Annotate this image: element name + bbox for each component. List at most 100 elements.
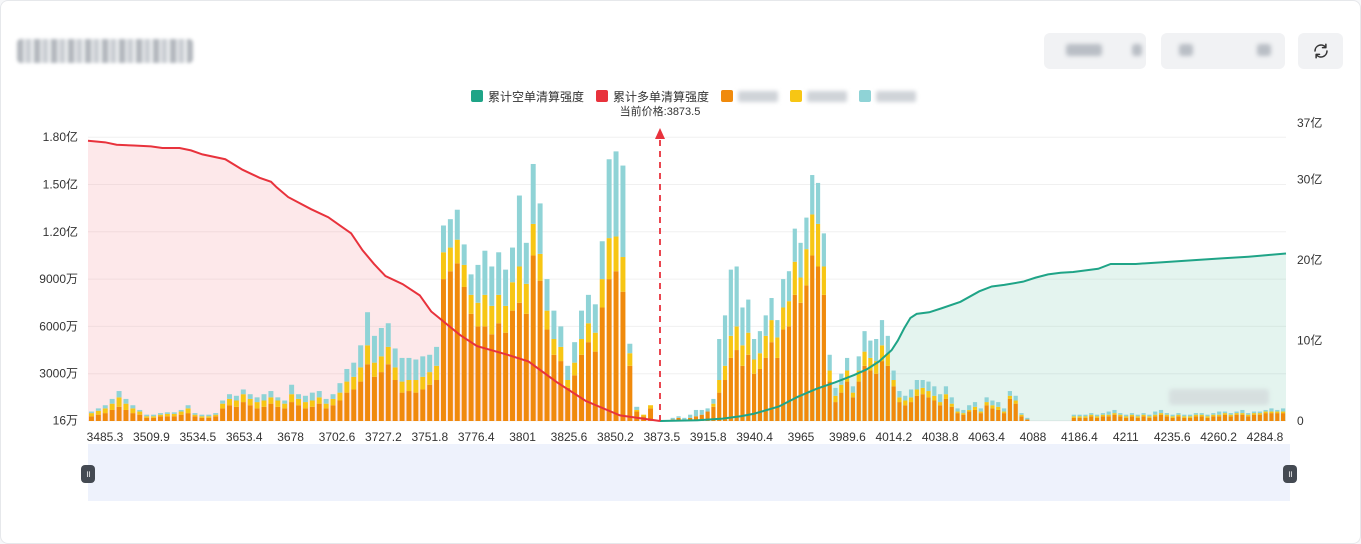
right-bar-87-seg-2 [1170, 414, 1175, 417]
right-bar-56-seg-2 [990, 400, 995, 406]
legend-series-3[interactable] [721, 90, 779, 102]
right-bar-75-seg-2 [1100, 413, 1105, 415]
right-bar-86-seg-1 [1164, 414, 1169, 417]
legend-series-5[interactable] [859, 90, 917, 102]
legend-short[interactable]: 累计空单清算强度 [471, 88, 584, 105]
left-bar-55-seg-1 [468, 294, 474, 314]
right-bar-11-seg-2 [728, 269, 733, 336]
right-bar-39-seg-0 [891, 386, 896, 421]
left-bar-73-seg-0 [592, 351, 598, 421]
left-bar-7-seg-0 [137, 414, 143, 421]
right-bar-96-seg-0 [1222, 414, 1228, 421]
left-bar-39-seg-1 [358, 367, 364, 382]
x-tick: 3678 [277, 430, 304, 441]
right-bar-28-seg-2 [827, 354, 832, 371]
right-bar-14-seg-1 [746, 332, 751, 355]
left-bar-79-seg-2 [634, 406, 640, 410]
right-bar-18-seg-0 [769, 342, 774, 421]
right-bar-80-seg-0 [1129, 416, 1135, 421]
right-bar-92-seg-0 [1199, 416, 1204, 421]
right-bar-29-seg-0 [833, 402, 838, 421]
left-bar-81-seg-0 [648, 408, 654, 421]
x-tick: 4038.8 [922, 430, 959, 441]
right-bar-102-seg-1 [1257, 413, 1262, 415]
right-bar-80-seg-1 [1129, 414, 1135, 417]
right-bar-6-seg-0 [699, 414, 704, 421]
left-bar-23-seg-0 [247, 405, 253, 421]
long-area [88, 140, 660, 421]
zoom-handle-left[interactable]: ॥ [81, 465, 95, 483]
right-bar-39-seg-1 [891, 380, 896, 387]
right-bar-94-seg-2 [1211, 413, 1216, 415]
left-bar-56-seg-2 [475, 264, 481, 303]
left-bar-60-seg-2 [503, 269, 509, 306]
right-bar-62-seg-2 [1025, 417, 1030, 420]
left-bar-40-seg-2 [365, 312, 371, 346]
right-bar-52-seg-1 [967, 409, 972, 412]
left-bar-69-seg-0 [565, 387, 571, 421]
right-bar-16-seg-1 [757, 353, 763, 369]
left-bar-8-seg-0 [144, 417, 150, 421]
zoom-slider[interactable] [88, 444, 1290, 501]
left-bar-81-seg-1 [648, 405, 654, 409]
y-left-tick: 1.80亿 [43, 129, 78, 144]
right-bar-15-seg-1 [752, 359, 757, 374]
left-bar-46-seg-2 [406, 357, 412, 380]
left-bar-27-seg-2 [275, 397, 281, 401]
left-bar-3-seg-2 [109, 398, 115, 404]
left-bar-31-seg-0 [302, 408, 308, 421]
right-bar-17-seg-2 [763, 315, 768, 336]
right-bar-13-seg-0 [740, 365, 745, 421]
zoom-handle-right[interactable]: ॥ [1283, 465, 1297, 483]
left-bar-6-seg-2 [130, 405, 136, 409]
right-bar-16-seg-2 [757, 331, 763, 354]
x-tick: 3727.2 [365, 430, 402, 441]
right-bar-6-seg-2 [699, 409, 704, 415]
symbol-select[interactable] [1044, 33, 1146, 69]
right-bar-27-seg-0 [821, 294, 826, 421]
legend-short-label: 累计空单清算强度 [488, 89, 585, 104]
right-bar-38-seg-2 [885, 335, 890, 354]
legend-long[interactable]: 累计多单清算强度 [596, 88, 709, 105]
left-bar-59-seg-2 [496, 252, 502, 295]
x-tick: 3776.4 [458, 430, 495, 441]
left-bar-69-seg-1 [565, 380, 571, 388]
right-bar-47-seg-1 [938, 402, 943, 406]
right-bar-42-seg-0 [908, 402, 914, 421]
right-bar-39-seg-2 [891, 370, 896, 380]
right-bar-47-seg-2 [938, 394, 943, 403]
left-bar-62-seg-2 [516, 195, 522, 267]
left-bar-24-seg-1 [254, 402, 260, 409]
left-bar-7-seg-1 [137, 411, 143, 415]
right-bar-96-seg-2 [1222, 411, 1228, 414]
left-bar-50-seg-1 [434, 365, 440, 380]
y-right-tick: 30亿 [1297, 171, 1322, 186]
left-bar-25-seg-1 [261, 400, 267, 407]
legend-series-4[interactable] [790, 90, 848, 102]
right-bar-88-seg-2 [1176, 413, 1181, 415]
left-bar-27-seg-1 [275, 400, 281, 407]
right-bar-94-seg-0 [1211, 416, 1216, 421]
right-bar-72-seg-0 [1083, 417, 1088, 421]
right-bar-14-seg-0 [746, 354, 751, 421]
left-bar-48-seg-1 [420, 376, 426, 390]
y-left-tick: 16万 [53, 414, 78, 428]
right-bar-54-seg-0 [978, 413, 983, 421]
right-bar-54-seg-2 [978, 408, 983, 412]
right-bar-76-seg-1 [1106, 414, 1111, 417]
left-bar-47-seg-0 [413, 392, 419, 421]
range-select[interactable] [1161, 33, 1285, 69]
right-bar-1-seg-2 [670, 417, 675, 420]
left-bar-1-seg-0 [95, 414, 101, 421]
left-bar-43-seg-1 [385, 346, 391, 365]
refresh-button[interactable] [1298, 33, 1343, 69]
left-bar-52-seg-0 [447, 271, 453, 421]
left-bar-3-seg-1 [109, 403, 115, 410]
right-bar-79-seg-0 [1124, 417, 1129, 421]
right-bar-10-seg-2 [722, 315, 728, 366]
left-bar-77-seg-1 [620, 257, 626, 292]
right-bar-41-seg-0 [903, 405, 908, 421]
right-bar-73-seg-2 [1089, 413, 1094, 415]
right-bar-89-seg-0 [1182, 417, 1187, 421]
